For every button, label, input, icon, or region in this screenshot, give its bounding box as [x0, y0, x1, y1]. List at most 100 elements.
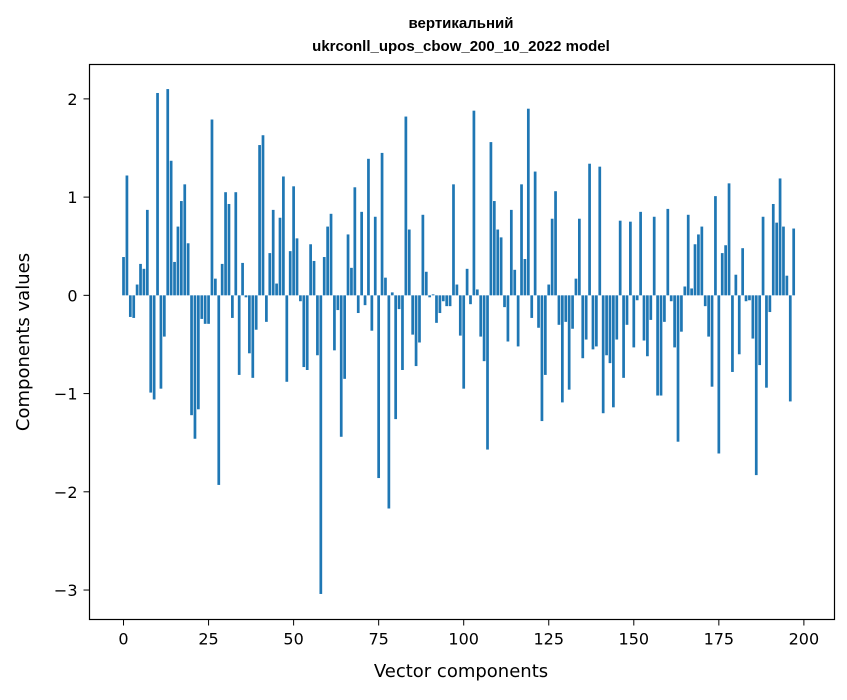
- bar-component-82: [401, 295, 404, 370]
- bar-component-4: [135, 284, 139, 296]
- bar-component-143: [608, 295, 612, 364]
- bar-component-123: [540, 295, 544, 422]
- bar-component-172: [707, 295, 710, 337]
- bar-component-159: [663, 295, 666, 322]
- bar-component-154: [646, 295, 649, 357]
- bar-component-58: [319, 295, 323, 594]
- bar-component-180: [734, 274, 738, 296]
- bar-component-110: [496, 229, 500, 296]
- bar-component-104: [475, 289, 479, 296]
- bar-component-9: [152, 295, 156, 400]
- bar-component-67: [350, 267, 353, 296]
- bar-component-149: [629, 221, 632, 296]
- bar-component-70: [360, 211, 364, 296]
- bar-component-146: [618, 220, 622, 296]
- bar-component-43: [268, 253, 272, 296]
- bar-component-105: [479, 295, 483, 337]
- bar-component-65: [343, 295, 346, 379]
- bar-component-0: [122, 257, 125, 296]
- bar-component-11: [159, 295, 163, 389]
- bar-component-46: [278, 217, 282, 296]
- bar-component-113: [506, 295, 510, 342]
- bar-component-190: [768, 295, 772, 313]
- bar-component-148: [625, 295, 629, 325]
- bar-component-8: [149, 295, 153, 393]
- bar-component-133: [574, 278, 578, 296]
- bar-component-55: [309, 244, 312, 296]
- bar-component-49: [288, 251, 292, 296]
- bar-component-177: [724, 245, 727, 296]
- bar-component-141: [601, 295, 605, 414]
- x-tick-label: 0: [118, 630, 128, 649]
- bar-component-32: [231, 295, 234, 318]
- bar-component-6: [142, 268, 146, 296]
- bar-component-79: [390, 292, 394, 296]
- bar-component-64: [339, 295, 343, 437]
- bar-component-194: [782, 226, 785, 296]
- bar-component-117: [520, 184, 523, 296]
- bar-component-95: [445, 295, 449, 307]
- bar-component-84: [407, 229, 411, 296]
- y-tick-label: −2: [54, 483, 78, 502]
- bar-component-40: [258, 145, 261, 296]
- bar-component-186: [754, 295, 758, 476]
- bar-component-41: [261, 135, 265, 296]
- bar-component-130: [564, 295, 568, 322]
- bar-component-44: [271, 209, 275, 296]
- bar-component-167: [690, 288, 693, 296]
- bar-component-91: [431, 294, 435, 296]
- bar-component-81: [397, 295, 401, 310]
- bar-component-147: [622, 295, 625, 378]
- bar-component-83: [404, 116, 408, 296]
- y-tick-label: −1: [54, 385, 78, 404]
- bar-component-88: [421, 214, 425, 296]
- bar-component-176: [720, 253, 724, 296]
- bar-component-116: [516, 295, 520, 347]
- bar-component-7: [145, 209, 149, 296]
- bar-component-72: [367, 158, 370, 296]
- bar-component-187: [758, 295, 762, 366]
- bar-component-156: [652, 216, 656, 296]
- bar-component-131: [567, 295, 571, 390]
- bar-component-69: [356, 295, 360, 314]
- bar-component-155: [649, 295, 653, 320]
- bar-component-36: [244, 295, 248, 298]
- bar-component-184: [748, 295, 751, 301]
- bar-component-23: [200, 295, 204, 319]
- chart-title-line2: ukrconll_upos_cbow_200_10_2022 model: [312, 38, 610, 55]
- bar-component-103: [472, 110, 476, 296]
- bar-component-153: [642, 295, 646, 341]
- bar-component-191: [771, 203, 775, 296]
- bar-component-15: [173, 261, 176, 296]
- bar-component-182: [741, 248, 745, 296]
- bar-component-170: [700, 226, 704, 296]
- bar-component-122: [537, 295, 540, 328]
- bar-component-22: [197, 295, 200, 410]
- bar-component-48: [285, 295, 289, 382]
- bar-component-96: [448, 295, 452, 307]
- bar-component-66: [346, 234, 350, 296]
- plot-frame: [88, 63, 836, 621]
- y-axis-label: Components values: [13, 253, 34, 431]
- bar-component-86: [414, 295, 418, 367]
- bar-component-166: [686, 214, 690, 296]
- y-tick-label: 1: [67, 188, 77, 207]
- bar-component-181: [737, 295, 741, 355]
- x-tick-label: 175: [704, 630, 735, 649]
- bar-component-14: [169, 160, 173, 296]
- bar-component-121: [533, 171, 537, 296]
- bars-group: [122, 89, 796, 594]
- bar-component-80: [394, 295, 398, 420]
- bar-component-76: [380, 152, 384, 296]
- bar-component-125: [547, 284, 551, 296]
- bar-component-175: [717, 295, 721, 454]
- bar-component-85: [411, 295, 415, 335]
- bar-component-33: [234, 192, 238, 296]
- x-tick-label: 125: [533, 630, 564, 649]
- bar-component-45: [275, 283, 278, 296]
- bar-component-171: [703, 295, 707, 307]
- bar-component-109: [492, 201, 496, 296]
- bar-component-151: [635, 295, 639, 301]
- bar-component-92: [435, 295, 438, 323]
- bar-component-145: [615, 295, 619, 340]
